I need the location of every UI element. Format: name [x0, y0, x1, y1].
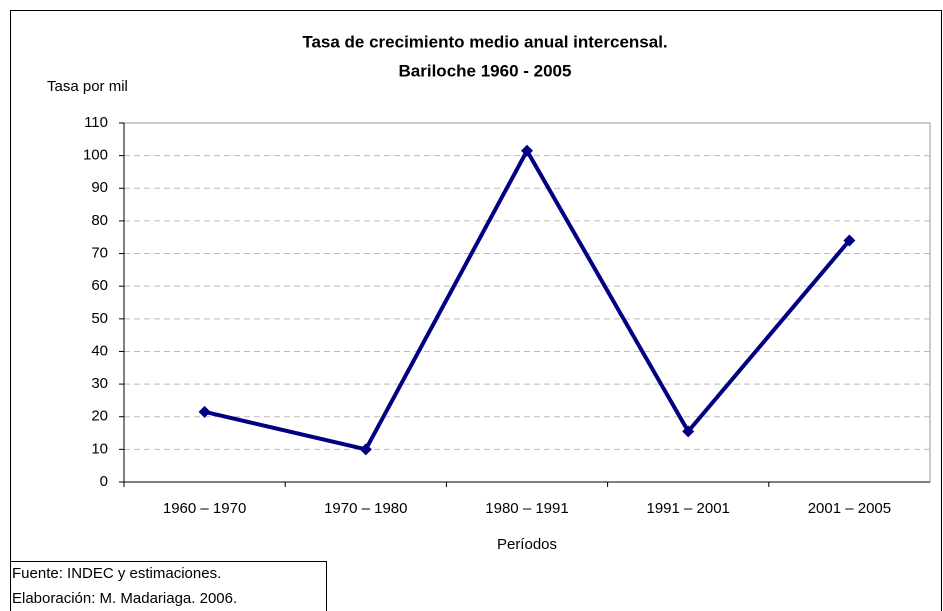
y-tick-label: 110	[84, 114, 108, 131]
y-tick-label: 10	[91, 440, 108, 457]
marker	[843, 234, 856, 247]
marker	[359, 443, 372, 456]
footnote-box	[10, 561, 327, 611]
y-tick-label: 60	[91, 277, 108, 294]
marker	[682, 425, 695, 438]
y-tick-label: 80	[91, 212, 108, 229]
x-tick-label: 1991 – 2001	[646, 500, 729, 517]
marker	[198, 405, 211, 418]
x-tick-label: 1960 – 1970	[163, 500, 246, 517]
x-tick-label: 1980 – 1991	[485, 500, 568, 517]
y-tick-label: 0	[100, 473, 108, 490]
x-tick-label: 2001 – 2005	[808, 500, 891, 517]
y-axis-label: Tasa por mil	[47, 78, 128, 95]
chart-title: Tasa de crecimiento medio anual intercen…	[302, 32, 667, 51]
plot-area	[123, 122, 931, 483]
y-tick-label: 20	[91, 408, 108, 425]
y-tick-label: 90	[91, 179, 108, 196]
y-tick-label: 50	[91, 310, 108, 327]
line	[204, 146, 851, 452]
y-tick-label: 40	[91, 342, 108, 359]
y-tick-label: 30	[91, 375, 108, 392]
x-axis-label: Períodos	[497, 536, 557, 553]
chart-title: Bariloche 1960 - 2005	[399, 61, 572, 80]
y-tick-label: 100	[83, 147, 108, 164]
footnote: Fuente: INDEC y estimaciones.	[12, 565, 221, 582]
marker	[521, 144, 533, 157]
y-tick-label: 70	[91, 245, 108, 262]
x-tick-label: 1970 – 1980	[324, 500, 407, 517]
chart-border	[10, 10, 942, 611]
footnote: Elaboración: M. Madariaga. 2006.	[12, 590, 237, 607]
